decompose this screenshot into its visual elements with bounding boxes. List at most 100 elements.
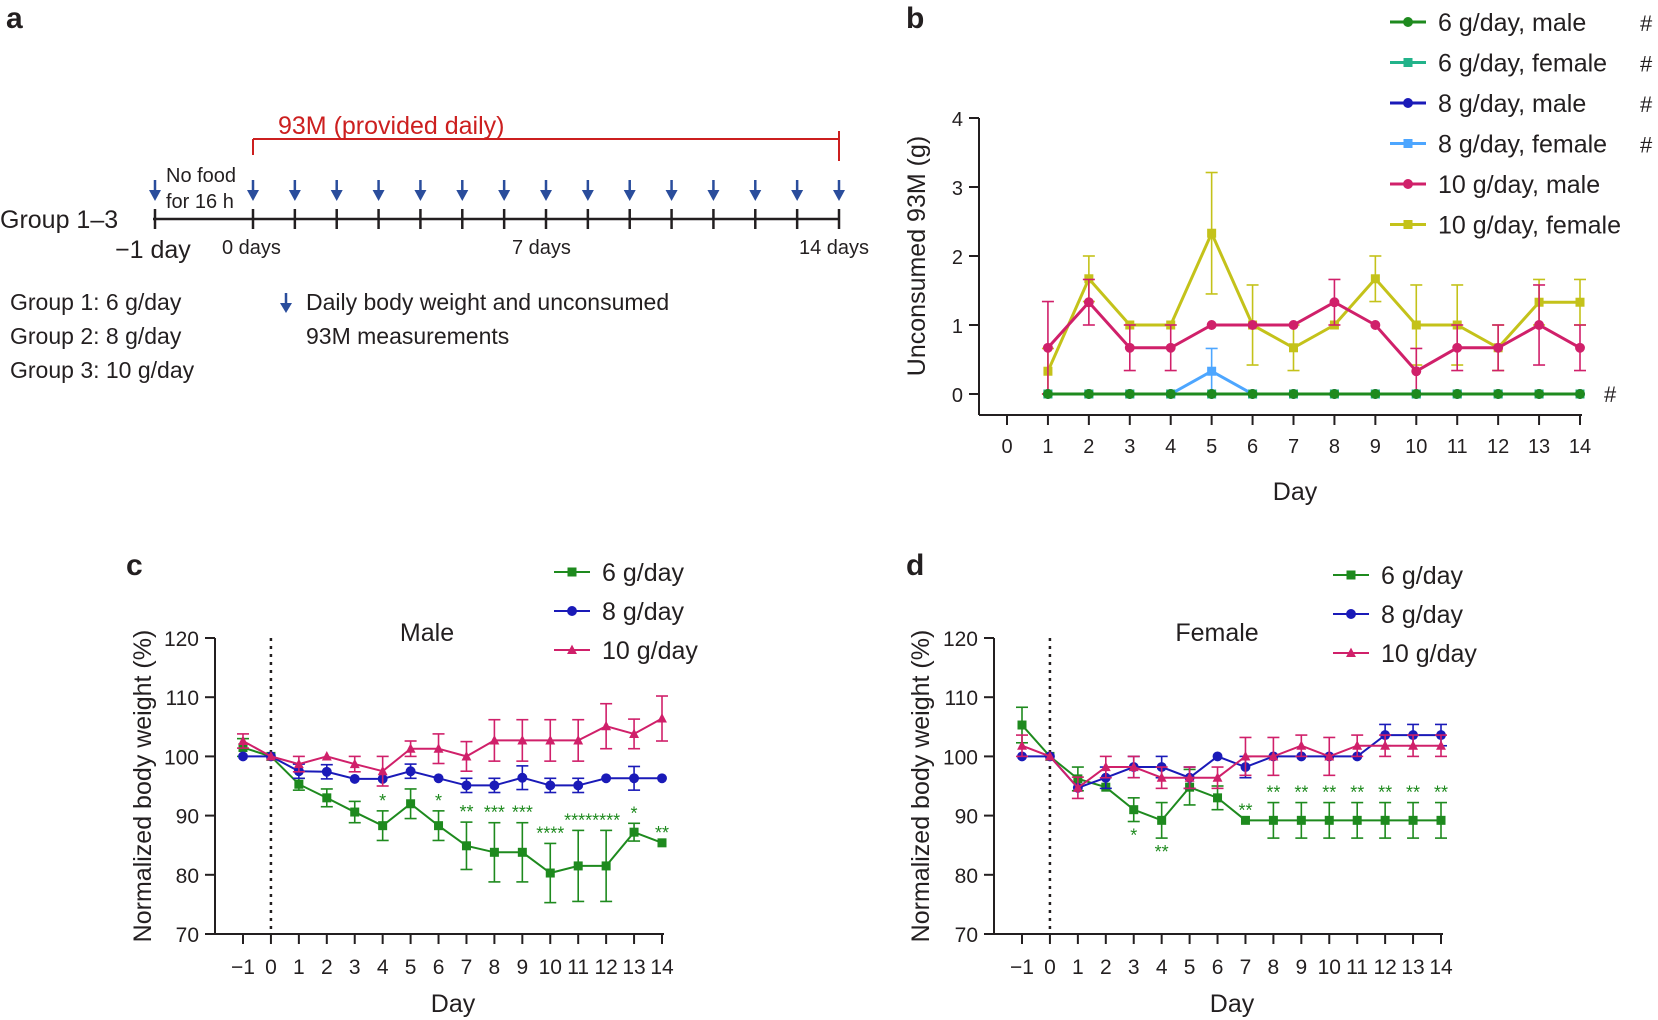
x-tick-label: 13 [1528,436,1550,458]
x-tick-label: 11 [567,956,589,979]
x-tick-label: 0 [1001,436,1012,458]
data-point [1083,297,1094,308]
x-tick-label: 5 [405,956,417,979]
data-point [1403,17,1413,27]
x-tick-label: 10 [1405,436,1427,458]
legend-item: 6 g/day, male # [1390,9,1653,37]
arrow-head [498,190,511,201]
data-point [1575,297,1585,307]
legend: 6 g/day 8 g/day 10 g/day [1333,562,1477,668]
chart-title: Male [400,619,454,647]
data-point [1156,772,1167,782]
x-tick-label: 14 [650,956,674,979]
data-point [1206,389,1217,399]
data-point [573,780,584,791]
x-tick-label: 7 [461,956,473,979]
x-tick-label: 0 [1044,956,1056,979]
data-point [349,773,360,784]
data-point [294,779,304,789]
data-point [406,799,416,809]
down-arrow-icon [288,180,301,201]
data-point [517,847,527,857]
down-arrow-icon [833,180,845,201]
data-point [1534,389,1545,399]
data-point [1124,389,1135,399]
series-line [242,746,663,875]
x-tick-label: 8 [1329,436,1340,458]
data-point [567,644,577,655]
x-tick-label: 10 [539,956,562,979]
x-tick-label: 14 [1429,956,1453,979]
data-point [1072,782,1083,792]
x-axis-label: Day [431,990,476,1018]
down-arrow-icon [623,180,636,201]
data-point [1408,815,1418,825]
arrow-head [581,190,594,201]
group1-text: Group 1: 6 g/day [10,289,182,315]
panel-label-d: d [906,549,924,582]
data-point [1129,805,1139,815]
panel-label-a: a [6,2,23,35]
x-tick-label: 6 [1212,956,1224,979]
panel-a-schematic: a 93M (provided daily) Group 1–3 No food… [0,2,869,383]
legend-item: 8 g/day [554,598,685,626]
y-tick-label: 110 [945,687,978,710]
data-point [489,735,500,745]
data-point [1575,389,1585,399]
significance-annotation: ** [1238,800,1252,820]
data-point [1184,772,1195,782]
data-point [1346,570,1356,580]
significance-annotation: ** [1294,783,1308,803]
data-point [1240,815,1250,825]
data-point [293,758,304,769]
significance-annotation: *** [484,803,505,823]
y-tick-label: 0 [952,385,963,407]
data-point [321,766,332,777]
x-tick-label: 7 [1240,956,1252,979]
data-point [1575,342,1585,353]
y-tick-label: 80 [955,865,978,888]
data-point [350,807,360,817]
tick-label-0: 0 days [222,237,281,259]
data-point [1240,751,1251,761]
data-point [545,780,556,791]
down-arrow-icon [456,180,469,201]
legend-label: 10 g/day [602,637,698,665]
data-point [1352,740,1363,750]
data-point [1296,740,1307,750]
data-point [1403,139,1413,148]
data-point [629,827,639,837]
no-food-line2: for 16 h [166,191,234,213]
data-point [1289,343,1298,353]
significance-annotation: ** [459,802,473,822]
legend-item: 6 g/day, female # [1390,50,1653,78]
data-point [1403,98,1413,108]
legend-item: 10 g/day [1333,640,1477,668]
data-point [1268,751,1279,761]
legend-line2: 93M measurements [306,323,509,349]
down-arrow-icon [707,180,720,201]
legend: 6 g/day 8 g/day 10 g/day [554,559,698,665]
y-tick-label: 90 [176,806,199,829]
arrow-head [456,190,469,201]
series-6-g-day-male [1042,389,1585,399]
legend-label: 6 g/day [602,559,685,587]
x-tick-label: 13 [1401,956,1424,979]
y-tick-label: 120 [164,628,199,651]
series-line [1046,299,1581,374]
data-point [1346,647,1356,658]
data-point [349,758,360,769]
y-axis-label: Normalized body weight (%) [907,630,935,943]
y-tick-label: 110 [166,687,199,710]
group2-text: Group 2: 8 g/day [10,323,182,349]
series-10-g-day-male [1041,278,1586,395]
x-tick-label: 11 [1447,436,1468,458]
significance-annotation: ** [1350,783,1364,803]
panel-label-b: b [906,2,924,35]
down-arrow-icon [665,180,678,201]
timeline-arrows [149,180,845,201]
x-axis-label: Day [1273,478,1318,506]
x-tick-label: 9 [516,956,528,979]
